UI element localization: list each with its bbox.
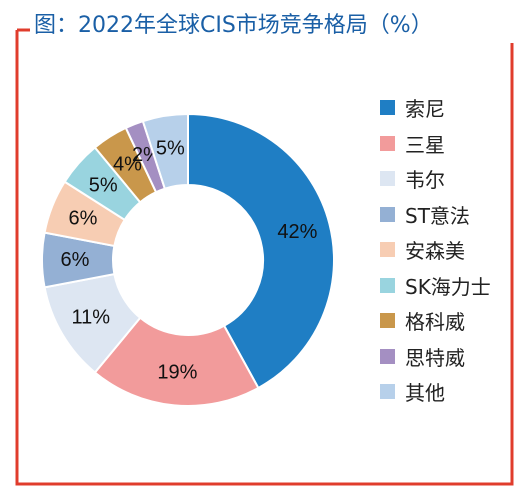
legend-swatch [380, 277, 395, 293]
slice-data-label-3: 6% [61, 249, 90, 271]
legend-label: 韦尔 [405, 168, 445, 193]
slice-data-label-4: 6% [68, 207, 97, 229]
legend-label: 其他 [405, 381, 445, 406]
legend-item-7: 思特威 [380, 339, 520, 375]
legend-swatch [380, 348, 395, 364]
legend-label: ST意法 [405, 203, 470, 228]
legend-item-0: 索尼 [380, 90, 520, 126]
legend-item-1: 三星 [380, 126, 520, 162]
legend-item-8: 其他 [380, 374, 520, 410]
legend-item-5: SK海力士 [380, 268, 520, 304]
chart-title: 图：2022年全球CIS市场竞争格局（%） [30, 9, 518, 43]
legend-swatch [380, 135, 395, 151]
legend-item-3: ST意法 [380, 197, 520, 233]
donut-slice-0 [187, 112, 335, 390]
legend-item-6: 格科威 [380, 303, 520, 339]
legend-swatch [380, 100, 395, 116]
legend-item-2: 韦尔 [380, 161, 520, 197]
legend-swatch [380, 313, 395, 329]
legend-swatch [380, 242, 395, 258]
legend-label: 安森美 [405, 239, 465, 264]
slice-data-label-5: 5% [89, 174, 118, 196]
donut-slice-8 [141, 112, 189, 190]
legend-label: SK海力士 [405, 274, 491, 299]
legend-swatch [380, 384, 395, 400]
slice-data-label-8: 5% [156, 137, 185, 159]
legend-label: 索尼 [405, 97, 445, 122]
legend-swatch [380, 171, 395, 187]
chart-legend: 索尼三星韦尔 ST意法安森美 SK海力士格科威思特威其他 [380, 90, 520, 410]
legend-swatch [380, 206, 395, 222]
legend-label: 格科威 [405, 310, 465, 335]
legend-item-4: 安森美 [380, 232, 520, 268]
slice-data-label-6: 4% [113, 154, 142, 176]
slice-data-label-1: 19% [157, 361, 197, 383]
legend-label: 思特威 [405, 345, 465, 370]
donut-slice-1 [93, 316, 260, 407]
slice-data-label-0: 42% [277, 221, 317, 243]
legend-label: 三星 [405, 132, 445, 157]
frame-border [15, 30, 514, 486]
slice-data-label-2: 11% [71, 307, 110, 329]
